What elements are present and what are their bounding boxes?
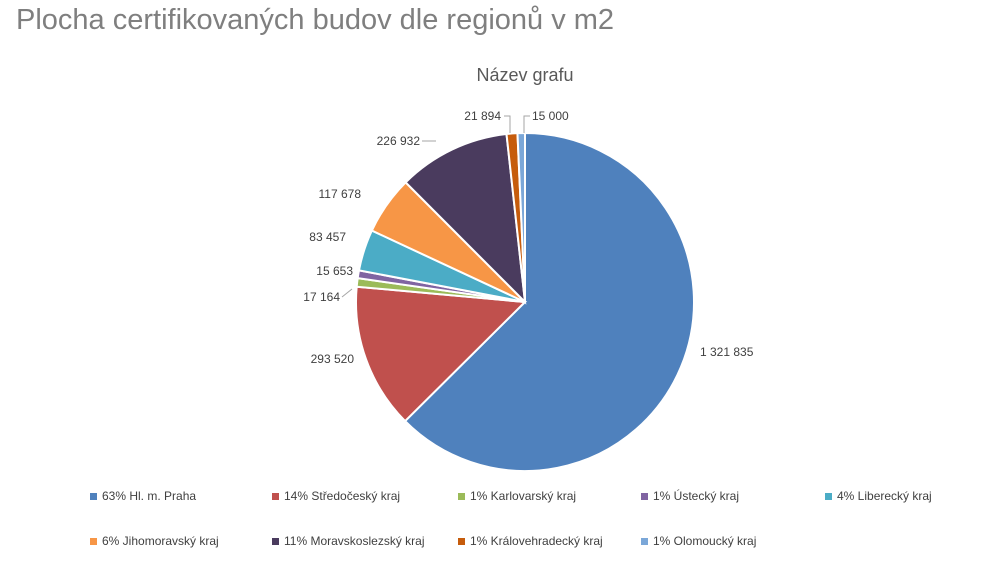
pie-slice xyxy=(516,131,526,303)
data-label: 117 678 xyxy=(319,187,362,201)
data-label: 226 932 xyxy=(377,134,421,148)
data-label: 17 164 xyxy=(303,290,340,304)
page-title: Plocha certifikovaných budov dle regionů… xyxy=(16,4,615,36)
leader-line xyxy=(504,115,511,133)
pie-slice xyxy=(355,285,528,423)
data-label: 15 000 xyxy=(532,109,569,123)
data-label: 83 457 xyxy=(309,230,346,244)
data-label: 293 520 xyxy=(311,352,355,366)
pie-slice xyxy=(403,131,695,472)
data-label: 15 653 xyxy=(316,264,353,278)
data-label: 21 894 xyxy=(464,109,501,123)
leader-line xyxy=(523,115,530,133)
data-label: 1 321 835 xyxy=(700,345,754,359)
chart-title: Název grafu xyxy=(476,65,573,85)
leader-line xyxy=(341,288,353,298)
pie-slice xyxy=(404,132,527,305)
